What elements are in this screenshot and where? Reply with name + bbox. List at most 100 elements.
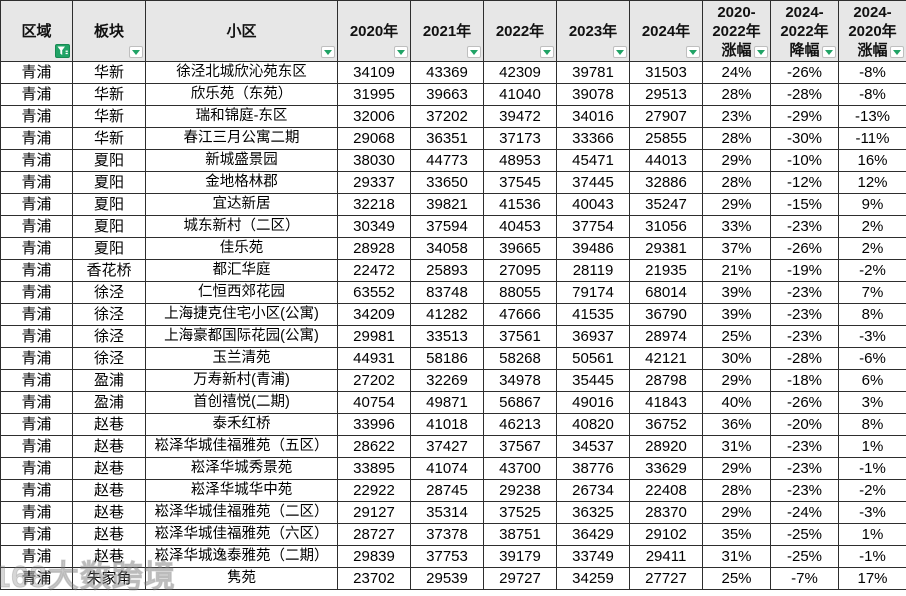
cell-drop-2024-2022[interactable]: -20%	[771, 414, 839, 436]
cell-rise-2024-2020[interactable]: 17%	[839, 568, 906, 590]
cell-block[interactable]: 华新	[73, 128, 146, 150]
cell-rise-2024-2020[interactable]: 16%	[839, 150, 906, 172]
cell-y2021[interactable]: 37594	[411, 216, 484, 238]
cell-rise-2020-2022[interactable]: 30%	[703, 348, 771, 370]
cell-rise-2020-2022[interactable]: 29%	[703, 502, 771, 524]
column-header-block[interactable]: 板块	[73, 1, 146, 62]
cell-rise-2024-2020[interactable]: 3%	[839, 392, 906, 414]
cell-y2024[interactable]: 28920	[630, 436, 703, 458]
cell-y2021[interactable]: 41282	[411, 304, 484, 326]
cell-y2024[interactable]: 36790	[630, 304, 703, 326]
cell-y2024[interactable]: 31056	[630, 216, 703, 238]
cell-y2021[interactable]: 29539	[411, 568, 484, 590]
cell-y2021[interactable]: 41074	[411, 458, 484, 480]
cell-y2024[interactable]: 22408	[630, 480, 703, 502]
cell-region[interactable]: 青浦	[1, 458, 73, 480]
cell-community[interactable]: 佳乐苑	[146, 238, 338, 260]
cell-region[interactable]: 青浦	[1, 392, 73, 414]
cell-y2023[interactable]: 26734	[557, 480, 630, 502]
cell-y2021[interactable]: 44773	[411, 150, 484, 172]
cell-y2024[interactable]: 28798	[630, 370, 703, 392]
cell-y2020[interactable]: 63552	[338, 282, 411, 304]
cell-block[interactable]: 徐泾	[73, 326, 146, 348]
filter-dropdown-button-y2023[interactable]	[613, 46, 627, 58]
cell-region[interactable]: 青浦	[1, 370, 73, 392]
cell-region[interactable]: 青浦	[1, 62, 73, 84]
cell-community[interactable]: 宜达新居	[146, 194, 338, 216]
cell-region[interactable]: 青浦	[1, 414, 73, 436]
cell-region[interactable]: 青浦	[1, 260, 73, 282]
cell-y2022[interactable]: 37561	[484, 326, 557, 348]
cell-y2020[interactable]: 29981	[338, 326, 411, 348]
cell-y2023[interactable]: 37754	[557, 216, 630, 238]
cell-region[interactable]: 青浦	[1, 546, 73, 568]
cell-y2024[interactable]: 28370	[630, 502, 703, 524]
cell-community[interactable]: 泰禾红桥	[146, 414, 338, 436]
cell-y2022[interactable]: 38751	[484, 524, 557, 546]
cell-y2021[interactable]: 37427	[411, 436, 484, 458]
cell-y2021[interactable]: 28745	[411, 480, 484, 502]
cell-region[interactable]: 青浦	[1, 150, 73, 172]
cell-y2021[interactable]: 33650	[411, 172, 484, 194]
cell-block[interactable]: 夏阳	[73, 172, 146, 194]
filter-dropdown-button-rise-2024-2020[interactable]	[890, 46, 904, 58]
cell-y2023[interactable]: 34259	[557, 568, 630, 590]
cell-y2020[interactable]: 28928	[338, 238, 411, 260]
cell-block[interactable]: 香花桥	[73, 260, 146, 282]
cell-rise-2020-2022[interactable]: 29%	[703, 370, 771, 392]
cell-drop-2024-2022[interactable]: -15%	[771, 194, 839, 216]
cell-rise-2024-2020[interactable]: -13%	[839, 106, 906, 128]
cell-block[interactable]: 赵巷	[73, 480, 146, 502]
cell-rise-2024-2020[interactable]: 6%	[839, 370, 906, 392]
cell-y2022[interactable]: 39665	[484, 238, 557, 260]
cell-community[interactable]: 崧泽华城佳福雅苑（六区）	[146, 524, 338, 546]
cell-y2020[interactable]: 23702	[338, 568, 411, 590]
cell-y2023[interactable]: 33749	[557, 546, 630, 568]
cell-y2021[interactable]: 25893	[411, 260, 484, 282]
cell-drop-2024-2022[interactable]: -10%	[771, 150, 839, 172]
cell-region[interactable]: 青浦	[1, 348, 73, 370]
cell-rise-2020-2022[interactable]: 28%	[703, 172, 771, 194]
cell-drop-2024-2022[interactable]: -23%	[771, 282, 839, 304]
cell-rise-2020-2022[interactable]: 23%	[703, 106, 771, 128]
cell-y2023[interactable]: 50561	[557, 348, 630, 370]
cell-drop-2024-2022[interactable]: -23%	[771, 304, 839, 326]
cell-drop-2024-2022[interactable]: -18%	[771, 370, 839, 392]
cell-drop-2024-2022[interactable]: -26%	[771, 238, 839, 260]
cell-region[interactable]: 青浦	[1, 524, 73, 546]
cell-y2021[interactable]: 34058	[411, 238, 484, 260]
cell-region[interactable]: 青浦	[1, 172, 73, 194]
cell-community[interactable]: 崧泽华城华中苑	[146, 480, 338, 502]
cell-y2020[interactable]: 30349	[338, 216, 411, 238]
cell-y2023[interactable]: 39078	[557, 84, 630, 106]
cell-y2020[interactable]: 32006	[338, 106, 411, 128]
cell-drop-2024-2022[interactable]: -23%	[771, 458, 839, 480]
cell-drop-2024-2022[interactable]: -24%	[771, 502, 839, 524]
cell-region[interactable]: 青浦	[1, 216, 73, 238]
cell-rise-2024-2020[interactable]: 2%	[839, 238, 906, 260]
cell-drop-2024-2022[interactable]: -23%	[771, 216, 839, 238]
cell-y2024[interactable]: 32886	[630, 172, 703, 194]
cell-y2024[interactable]: 25855	[630, 128, 703, 150]
column-header-community[interactable]: 小区	[146, 1, 338, 62]
cell-rise-2020-2022[interactable]: 37%	[703, 238, 771, 260]
cell-y2024[interactable]: 28974	[630, 326, 703, 348]
cell-community[interactable]: 春江三月公寓二期	[146, 128, 338, 150]
cell-y2021[interactable]: 37378	[411, 524, 484, 546]
cell-y2022[interactable]: 41040	[484, 84, 557, 106]
cell-rise-2020-2022[interactable]: 40%	[703, 392, 771, 414]
column-header-y2023[interactable]: 2023年	[557, 1, 630, 62]
cell-y2020[interactable]: 40754	[338, 392, 411, 414]
cell-rise-2020-2022[interactable]: 24%	[703, 62, 771, 84]
cell-y2021[interactable]: 36351	[411, 128, 484, 150]
cell-rise-2024-2020[interactable]: -1%	[839, 546, 906, 568]
cell-y2020[interactable]: 28727	[338, 524, 411, 546]
cell-drop-2024-2022[interactable]: -7%	[771, 568, 839, 590]
cell-rise-2024-2020[interactable]: -2%	[839, 260, 906, 282]
cell-y2020[interactable]: 44931	[338, 348, 411, 370]
cell-y2020[interactable]: 22922	[338, 480, 411, 502]
cell-rise-2020-2022[interactable]: 39%	[703, 304, 771, 326]
cell-y2023[interactable]: 40043	[557, 194, 630, 216]
cell-y2022[interactable]: 43700	[484, 458, 557, 480]
cell-y2021[interactable]: 41018	[411, 414, 484, 436]
